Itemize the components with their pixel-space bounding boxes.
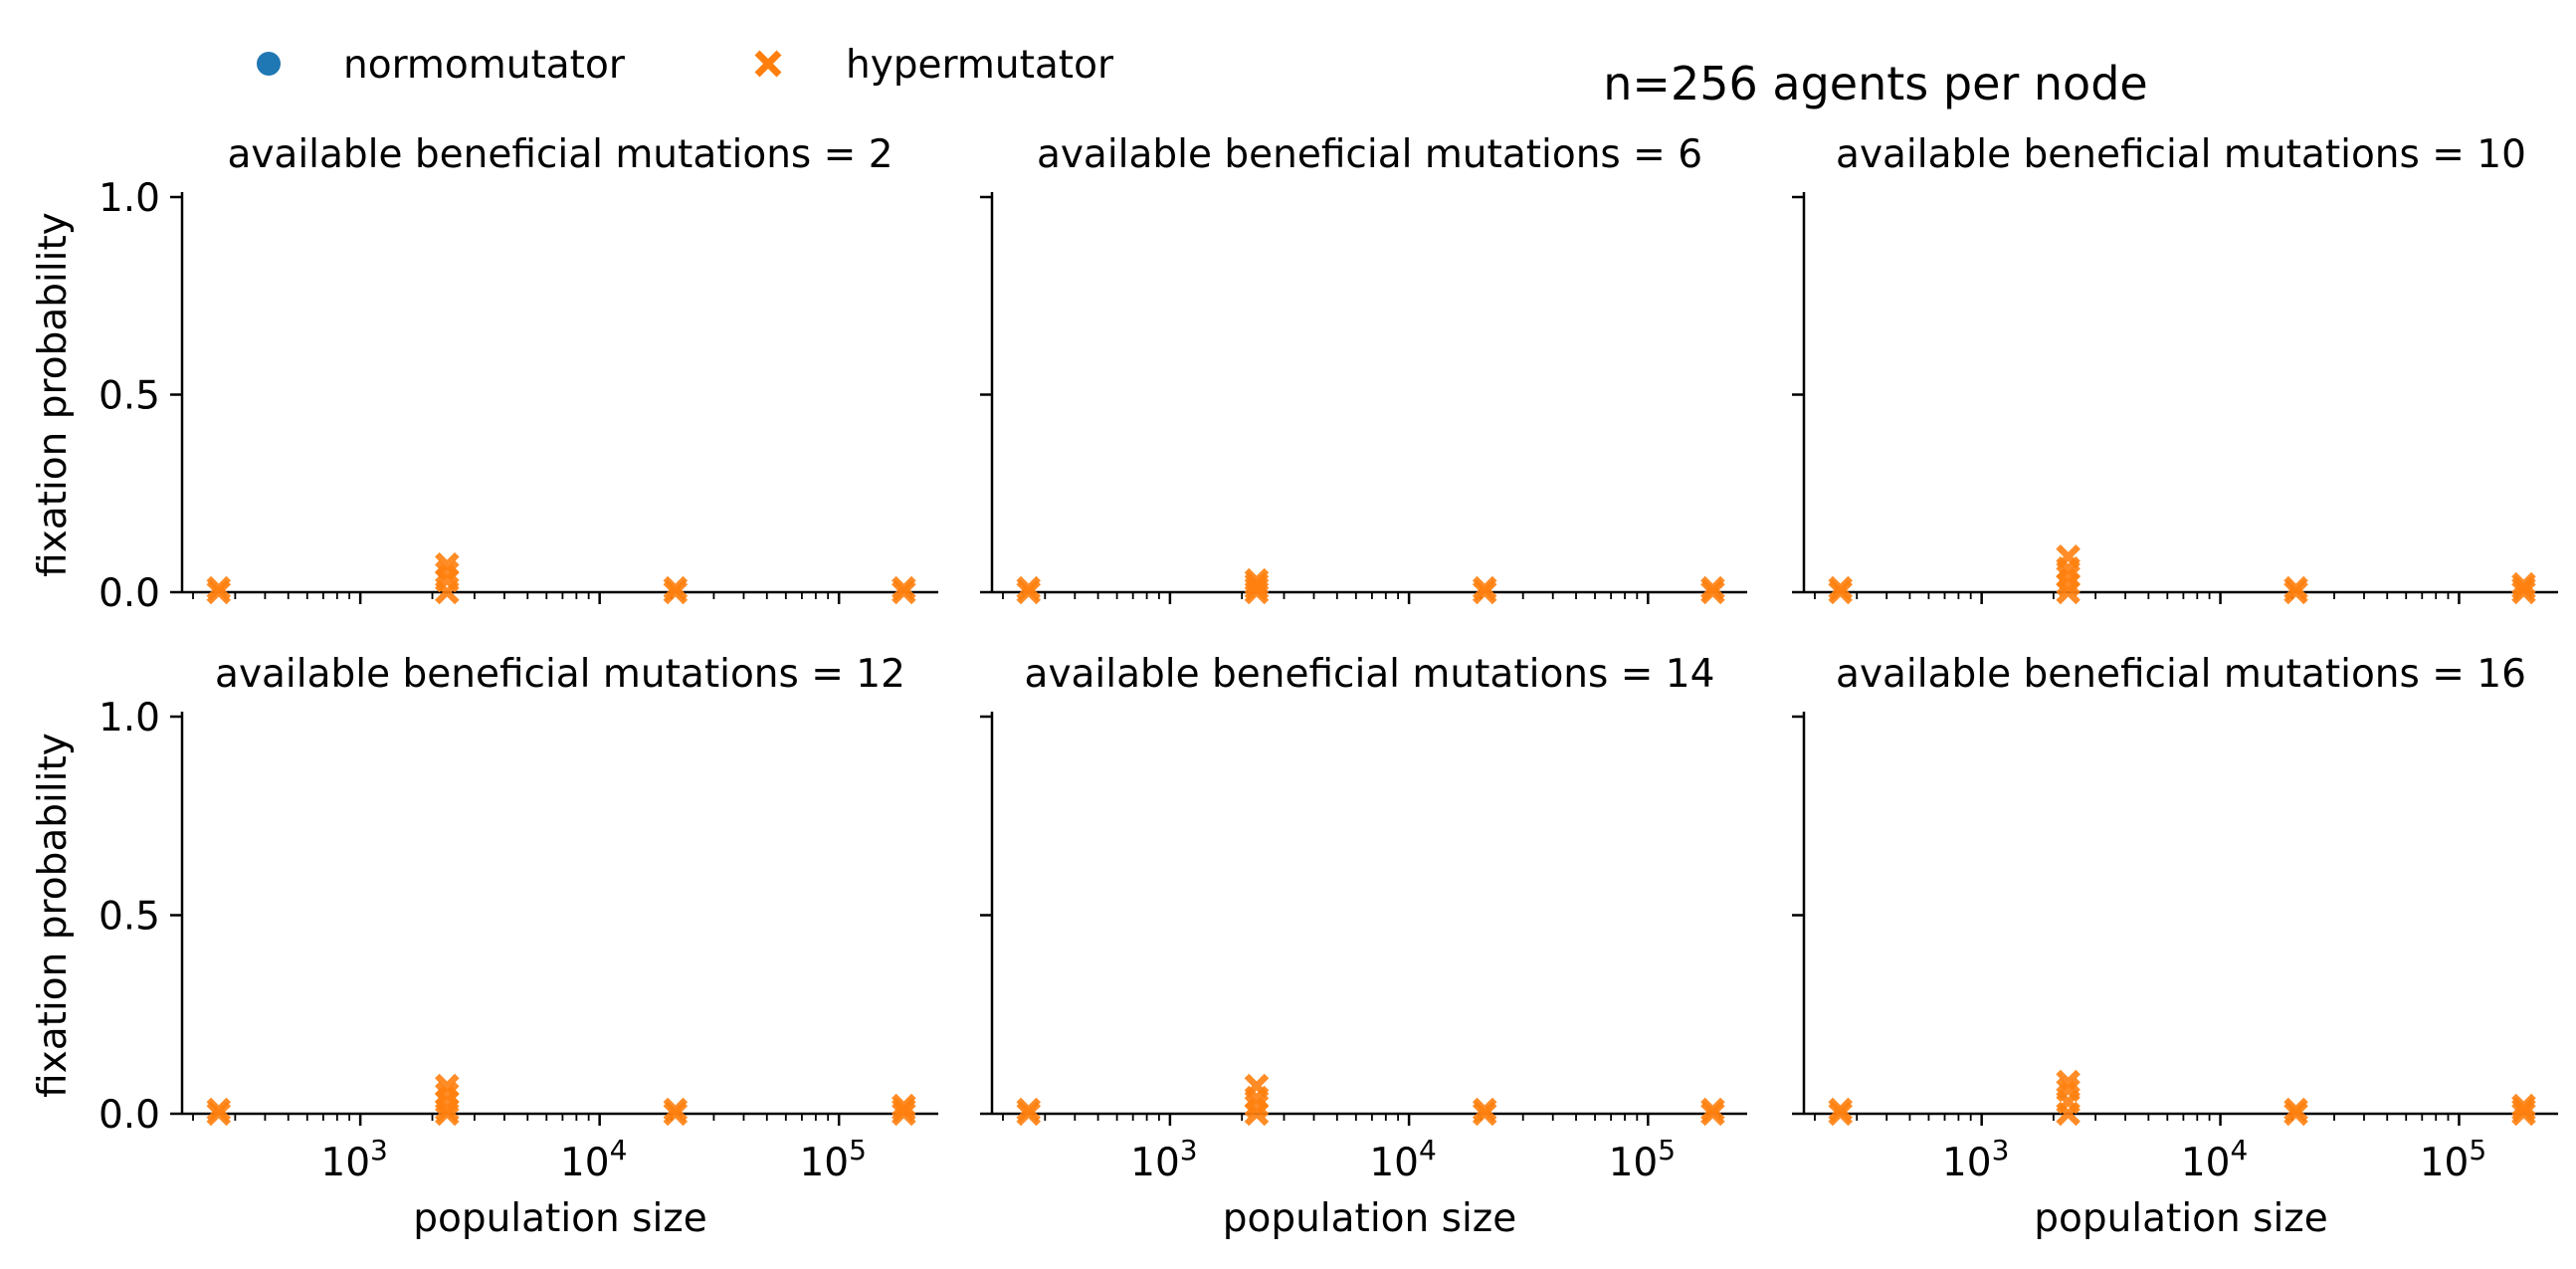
point-hypermutator [1016,575,1042,601]
panel-5: available beneficial mutations = 14 103 10… [980,652,1747,1241]
y-axis-label: fixation probability [31,212,76,577]
panel-title: available beneficial mutations = 10 [1836,132,2526,177]
panel-title: available beneficial mutations = 6 [1037,132,1702,177]
y-tick-label: 0.5 [99,895,160,940]
x-tick-label: 105 [799,1134,866,1185]
y-tick-label: 1.0 [99,696,160,740]
point-hypermutator [435,1073,460,1099]
point-hypermutator [1700,1097,1725,1123]
point-hypermutator [1244,567,1270,593]
x-tick-label: 105 [1609,1134,1676,1185]
point-hypermutator [2056,543,2081,569]
point-hypermutator [2511,1093,2536,1119]
y-tick-label: 0.5 [99,374,160,419]
panel-title: available beneficial mutations = 14 [1025,652,1715,697]
point-hypermutator [892,1093,916,1119]
x-tick-label: 105 [2420,1134,2486,1185]
panel-4: available beneficial mutations = 12 0.0 0.… [31,652,938,1241]
point-hypermutator [1700,575,1725,601]
suptitle: n=256 agents per node [1603,57,2147,110]
point-hypermutator [2283,575,2308,601]
panel-1: available beneficial mutations = 2 0.0 0.5… [31,132,938,616]
point-hypermutator [663,1097,689,1123]
legend-label-hypermutator: hypermutator [846,43,1114,88]
legend-marker-normomutator [257,52,281,76]
point-hypermutator [206,1097,232,1123]
point-hypermutator [2283,1097,2308,1123]
panel-title: available beneficial mutations = 12 [215,652,905,697]
point-hypermutator [435,551,460,577]
y-tick-label: 0.0 [99,571,160,616]
point-hypermutator [435,559,460,585]
point-hypermutator [1472,575,1497,601]
x-axis-label: population size [1223,1196,1517,1241]
point-hypermutator [2511,571,2536,597]
x-tick-label: 104 [2181,1134,2248,1185]
point-hypermutator [2056,1069,2081,1095]
point-hypermutator [435,1081,460,1107]
point-hypermutator [1828,1097,1853,1123]
x-tick-label: 104 [1369,1134,1436,1185]
x-tick-label: 103 [1130,1134,1197,1185]
point-hypermutator [2056,1077,2081,1103]
x-tick-label: 104 [560,1134,627,1185]
panel-2: available beneficial mutations = 6 [980,132,1747,605]
legend-label-normomutator: normomutator [343,43,626,88]
point-hypermutator [1472,1097,1497,1123]
legend-marker-hypermutator [754,50,782,78]
y-axis-label: fixation probability [31,733,76,1098]
x-axis-label: population size [413,1196,707,1241]
point-hypermutator [206,575,232,601]
point-hypermutator [2056,563,2081,589]
x-tick-label: 103 [320,1134,387,1185]
legend: normomutator hypermutator [257,43,1114,88]
point-hypermutator [892,575,916,601]
point-hypermutator [1244,1093,1270,1119]
panel-title: available beneficial mutations = 2 [227,132,892,177]
x-tick-label: 103 [1942,1134,2009,1185]
panel-6: available beneficial mutations = 16 103 10… [1792,652,2558,1241]
point-hypermutator [1016,1097,1042,1123]
point-hypermutator [663,575,689,601]
y-tick-label: 0.0 [99,1093,160,1138]
y-tick-label: 1.0 [99,176,160,221]
panel-title: available beneficial mutations = 16 [1836,652,2526,697]
x-axis-label: population size [2034,1196,2328,1241]
panel-3: available beneficial mutations = 10 [1792,132,2558,605]
point-hypermutator [1828,575,1853,601]
point-hypermutator [1244,1073,1270,1099]
